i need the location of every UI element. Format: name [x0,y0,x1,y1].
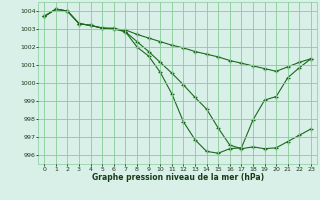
X-axis label: Graphe pression niveau de la mer (hPa): Graphe pression niveau de la mer (hPa) [92,173,264,182]
